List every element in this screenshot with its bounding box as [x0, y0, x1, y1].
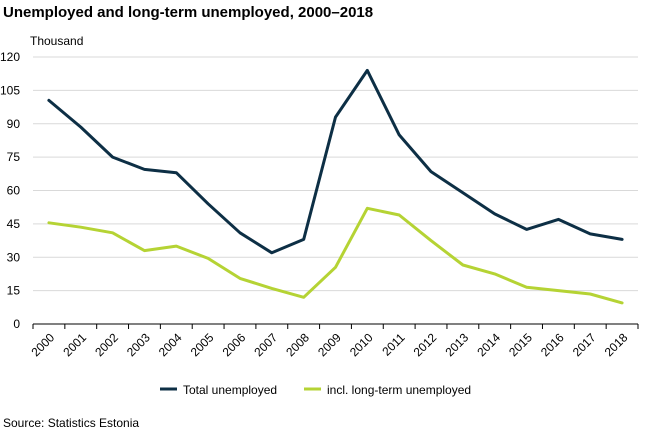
y-tick-label: 30 — [7, 250, 21, 264]
y-axis-ticks: 0 15 30 45 60 75 90 105 120 — [0, 50, 20, 331]
x-tick-label: 2005 — [188, 330, 217, 359]
legend-item-2: incl. long-term unemployed — [304, 383, 471, 397]
series-line-1 — [47, 68, 624, 255]
x-tick-label: 2000 — [29, 330, 58, 359]
x-tick-label: 2018 — [602, 330, 631, 359]
y-tick-label: 75 — [7, 150, 21, 164]
x-tick-label: 2014 — [474, 330, 503, 359]
x-tick-label: 2003 — [124, 330, 153, 359]
y-tick-label: 60 — [7, 184, 21, 198]
x-tick-label: 2009 — [315, 330, 344, 359]
gridlines — [33, 56, 638, 292]
x-tick-label: 2007 — [251, 330, 280, 359]
legend-label: Total unemployed — [183, 383, 277, 397]
x-tick-label: 2012 — [411, 330, 440, 359]
legend-item-1: Total unemployed — [160, 383, 277, 397]
chart-title: Unemployed and long-term unemployed, 200… — [3, 4, 374, 21]
x-tick-label: 2008 — [283, 330, 312, 359]
x-axis: 2000 2001 2002 2003 2004 2005 2006 2007 2008 2009… — [29, 323, 639, 359]
x-tick-label: 2004 — [156, 330, 185, 359]
x-tick-label: 2016 — [538, 330, 567, 359]
y-tick-label: 45 — [7, 217, 21, 231]
series-line-2 — [47, 206, 624, 305]
x-tick-label: 2002 — [92, 330, 121, 359]
y-tick-label: 105 — [0, 83, 20, 97]
y-axis-unit-label: Thousand — [30, 34, 84, 48]
y-tick-label: 90 — [7, 117, 21, 131]
x-tick-label: 2013 — [442, 330, 471, 359]
y-tick-label: 15 — [7, 284, 21, 298]
x-tick-label: 2015 — [506, 330, 535, 359]
x-tick-label: 2010 — [347, 330, 376, 359]
legend-label: incl. long-term unemployed — [327, 383, 471, 397]
y-tick-label: 0 — [13, 317, 20, 331]
legend: Total unemployed incl. long-term unemploy… — [160, 383, 471, 397]
source-note: Source: Statistics Estonia — [3, 416, 140, 430]
series-lines — [47, 68, 624, 305]
x-tick-label: 2011 — [379, 330, 407, 358]
x-tick-label: 2001 — [60, 330, 89, 359]
y-tick-label: 120 — [0, 50, 20, 64]
x-tick-label: 2017 — [570, 330, 599, 359]
x-tick-label: 2006 — [220, 330, 249, 359]
